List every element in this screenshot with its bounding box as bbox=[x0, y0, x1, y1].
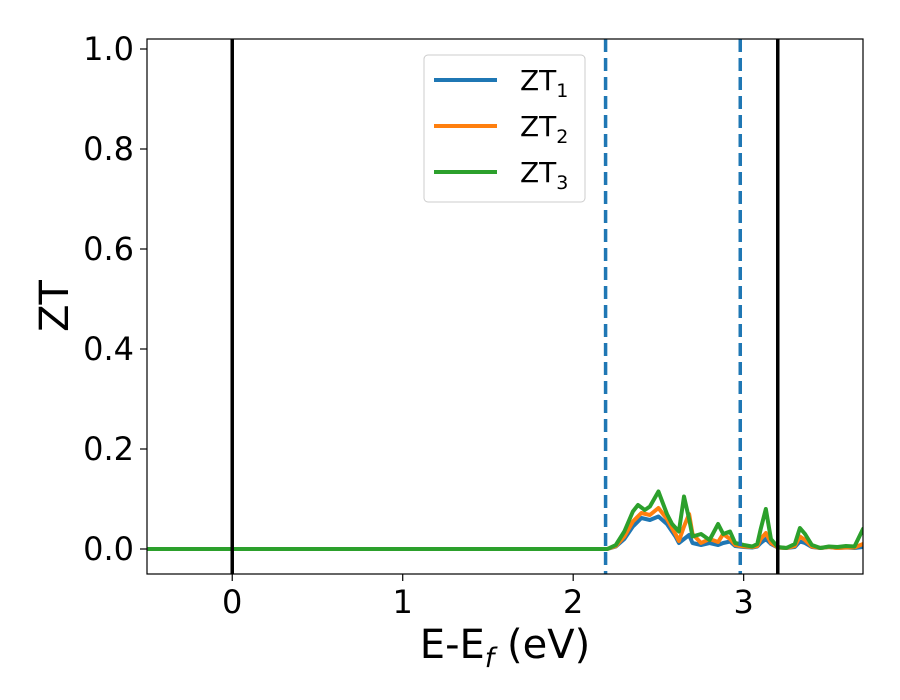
x-axis-title: E-Ef (eV) bbox=[420, 622, 590, 674]
legend: ZT1 ZT2 ZT3 bbox=[423, 54, 586, 203]
x-axis: 0 1 2 3 bbox=[222, 574, 754, 621]
y-axis-title: ZT bbox=[32, 280, 78, 332]
legend-box bbox=[423, 54, 586, 203]
y-tick-label: 0.2 bbox=[83, 430, 134, 468]
legend-label-2: ZT2 bbox=[520, 110, 568, 148]
plot-frame bbox=[146, 38, 864, 575]
y-tick-label: 0.0 bbox=[83, 530, 134, 568]
y-axis: 0.0 0.2 0.4 0.6 0.8 1.0 bbox=[83, 30, 147, 568]
legend-label-1: ZT1 bbox=[520, 64, 568, 102]
legend-label-3: ZT3 bbox=[520, 156, 568, 194]
x-tick-label: 0 bbox=[222, 583, 242, 621]
y-tick-label: 0.6 bbox=[83, 230, 134, 268]
y-tick-label: 0.8 bbox=[83, 130, 134, 168]
x-tick-label: 1 bbox=[393, 583, 413, 621]
plot-area bbox=[147, 39, 863, 574]
y-tick-label: 0.4 bbox=[83, 330, 134, 368]
series-line-3 bbox=[147, 489, 863, 551]
x-axis-title-base: E-E bbox=[420, 622, 485, 668]
x-tick-label: 3 bbox=[733, 583, 753, 621]
y-tick-label: 1.0 bbox=[83, 30, 134, 68]
x-axis-title-unit: (eV) bbox=[494, 622, 590, 668]
x-tick-label: 2 bbox=[563, 583, 583, 621]
